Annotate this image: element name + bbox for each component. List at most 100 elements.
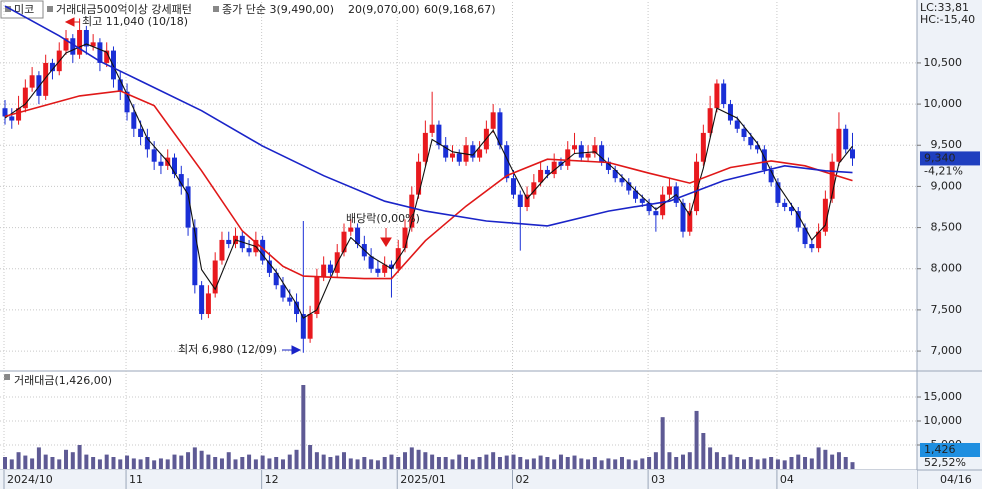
volume-bar: [708, 447, 713, 469]
volume-bar: [572, 455, 577, 469]
candle-body: [538, 169, 544, 183]
candle-body: [219, 239, 225, 261]
dividend-arrow: [380, 228, 392, 247]
volume-bar: [565, 457, 570, 469]
volume-bar: [321, 454, 326, 469]
y-tick-label: 7,500: [931, 303, 963, 316]
candle-body: [565, 149, 571, 166]
candle-body: [43, 62, 49, 96]
candle-body: [199, 285, 205, 315]
candle-body: [388, 264, 394, 269]
legend-ma20: 20(9,070,00): [348, 3, 420, 16]
x-tick-label: 03: [651, 473, 665, 486]
volume-bar: [545, 457, 550, 469]
last-date: 04/16: [940, 473, 972, 486]
candle-body: [680, 202, 686, 232]
candle-body: [490, 112, 496, 129]
candle-body: [497, 112, 503, 146]
candle-body: [22, 87, 28, 109]
candle-body: [294, 301, 300, 315]
volume-bar: [823, 449, 828, 469]
volume-bar: [375, 460, 380, 469]
volume-bar: [253, 459, 258, 469]
volume-bar: [84, 454, 89, 469]
candle-body: [653, 211, 659, 216]
x-tick-label: 12: [265, 473, 279, 486]
volume-bar: [152, 460, 157, 469]
volume-bar: [389, 454, 394, 469]
candle-body: [788, 206, 794, 212]
candle-body: [727, 104, 733, 121]
volume-bar: [219, 458, 224, 469]
volume-bar: [172, 454, 177, 469]
y-tick-label: 10,500: [924, 56, 963, 69]
volume-bar: [816, 447, 821, 469]
candle-body: [477, 149, 483, 158]
y-tick-label: 9,000: [931, 179, 963, 192]
volume-bar: [165, 459, 170, 469]
candle-body: [192, 227, 198, 286]
volume-bar: [443, 457, 448, 469]
last-volume-box: [920, 443, 980, 457]
candle-body: [646, 202, 652, 212]
volume-bar: [626, 459, 631, 469]
legend-ma60: 60(9,168,67): [424, 3, 496, 16]
candle-body: [741, 128, 747, 138]
volume-bar: [362, 457, 367, 469]
candle-body: [104, 50, 110, 63]
legend-icon: [4, 374, 10, 380]
candle-body: [409, 194, 415, 228]
candle-body: [402, 227, 408, 249]
candle-body: [850, 149, 855, 159]
candle-body: [314, 276, 320, 315]
volume-bar: [138, 459, 143, 469]
volume-bar: [775, 459, 780, 469]
volume-bar: [50, 457, 55, 469]
candle-body: [90, 42, 96, 47]
change-label: -4,21%: [924, 164, 963, 177]
volume-bar: [260, 455, 265, 469]
volume-bar: [111, 457, 116, 469]
candle-body: [212, 260, 218, 294]
volume-bar: [16, 452, 21, 469]
candle-body: [626, 182, 632, 191]
volume-bar: [335, 455, 340, 469]
volume-bar: [118, 459, 123, 469]
volume-bar: [348, 458, 353, 469]
volume-bar: [748, 457, 753, 469]
volume-bar: [267, 458, 272, 469]
candle-body: [29, 75, 35, 88]
candle-body: [809, 244, 815, 249]
candle-body: [578, 145, 584, 158]
volume-bar: [342, 452, 346, 469]
volume-bar: [843, 457, 848, 469]
y-tick-label: 8,500: [931, 221, 963, 234]
candle-body: [456, 153, 462, 162]
high-annotation: 최고 11,040 (10/18): [82, 15, 188, 28]
volume-bar: [403, 452, 408, 469]
x-tick-label: 02: [516, 473, 530, 486]
y-tick-label: 15,000: [924, 390, 963, 403]
candle-body: [429, 124, 435, 133]
candle-body: [443, 145, 449, 158]
candle-body: [572, 145, 578, 150]
y-tick-label: 7,000: [931, 344, 963, 357]
volume-bar: [796, 454, 801, 469]
volume-bar: [687, 452, 692, 469]
volume-bar: [504, 455, 509, 469]
candle-body: [761, 149, 767, 170]
volume-bar: [226, 452, 231, 469]
volume-bar: [199, 450, 204, 469]
volume-bar: [599, 460, 604, 469]
volume-bar: [240, 457, 245, 469]
candle-body: [755, 145, 761, 150]
volume-bar: [416, 449, 421, 469]
volume-bar: [782, 460, 787, 469]
volume-bar: [308, 445, 313, 469]
volume-bar: [206, 454, 211, 469]
volume-bar: [423, 452, 428, 469]
volume-bar: [809, 458, 814, 469]
volume-bar: [233, 459, 238, 469]
volume-bar: [97, 459, 102, 469]
